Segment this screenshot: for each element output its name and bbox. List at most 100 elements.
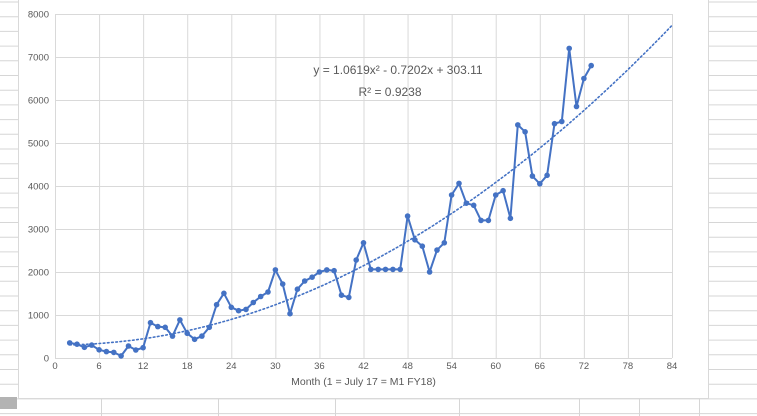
data-point-marker bbox=[338, 292, 345, 299]
data-point-marker bbox=[316, 269, 323, 275]
data-point-marker bbox=[426, 269, 433, 275]
data-point-marker bbox=[235, 307, 242, 314]
data-point-marker bbox=[529, 173, 536, 179]
data-point-marker bbox=[162, 324, 168, 331]
data-point-marker bbox=[500, 187, 506, 194]
trendline-equation-text: y = 1.0619x² - 0.7202x + 303.11 bbox=[313, 63, 483, 77]
data-point-marker bbox=[265, 289, 271, 295]
bottom-left-gray-band bbox=[0, 397, 17, 409]
data-point-marker bbox=[404, 213, 411, 219]
x-axis-tick-label: 78 bbox=[623, 361, 634, 372]
data-point-marker bbox=[155, 323, 161, 330]
x-axis-tick-label: 84 bbox=[667, 361, 678, 372]
data-point-marker bbox=[147, 319, 154, 326]
data-point-marker bbox=[581, 75, 587, 82]
data-point-marker bbox=[294, 286, 301, 293]
data-point-marker bbox=[177, 317, 183, 323]
data-point-marker bbox=[111, 349, 117, 356]
data-point-marker bbox=[515, 122, 521, 128]
x-axis-tick-label: 66 bbox=[534, 361, 545, 372]
y-axis-tick-label: 7000 bbox=[28, 53, 49, 64]
x-axis-tick-label: 60 bbox=[490, 361, 501, 372]
data-point-marker bbox=[287, 310, 293, 317]
data-point-marker bbox=[125, 343, 132, 349]
data-point-marker bbox=[257, 293, 264, 300]
data-point-marker bbox=[382, 266, 389, 273]
data-point-marker bbox=[118, 353, 124, 359]
x-axis-tick-label: 48 bbox=[402, 361, 413, 372]
data-point-marker bbox=[96, 347, 102, 353]
data-point-marker bbox=[588, 62, 594, 69]
y-axis-tick-label: 3000 bbox=[28, 225, 49, 236]
data-point-marker bbox=[353, 257, 360, 263]
data-point-marker bbox=[272, 267, 279, 273]
y-axis-tick-label: 1000 bbox=[28, 311, 49, 322]
data-point-marker bbox=[88, 342, 95, 348]
data-point-marker bbox=[485, 217, 492, 224]
data-point-marker bbox=[360, 240, 367, 246]
x-axis-title: Month (1 = July 17 = M1 FY18) bbox=[291, 376, 436, 388]
data-point-marker bbox=[441, 240, 448, 246]
data-point-marker bbox=[346, 294, 352, 301]
x-axis-tick-label: 18 bbox=[182, 361, 193, 372]
data-point-marker bbox=[66, 340, 73, 346]
data-point-marker bbox=[522, 129, 528, 135]
data-point-marker bbox=[309, 274, 315, 281]
data-point-marker bbox=[199, 333, 205, 339]
y-axis-tick-label: 8000 bbox=[28, 10, 49, 21]
data-point-marker bbox=[206, 324, 213, 331]
data-point-marker bbox=[478, 217, 484, 224]
x-axis-tick-label: 36 bbox=[314, 361, 325, 372]
x-axis-tick-label: 42 bbox=[358, 361, 369, 372]
data-point-marker bbox=[133, 347, 139, 353]
x-axis-tick-label: 12 bbox=[138, 361, 149, 372]
data-point-marker bbox=[169, 333, 176, 339]
x-axis-tick-label: 54 bbox=[446, 361, 457, 372]
data-point-marker bbox=[456, 180, 462, 187]
data-point-marker bbox=[74, 341, 80, 348]
data-point-marker bbox=[213, 301, 220, 308]
data-point-marker bbox=[331, 267, 337, 274]
trendline-equation-label: y = 1.0619x² - 0.7202x + 303.11 bbox=[0, 63, 757, 77]
data-point-marker bbox=[412, 237, 418, 243]
data-point-marker bbox=[551, 120, 558, 127]
data-point-marker bbox=[221, 290, 227, 297]
data-point-marker bbox=[191, 336, 198, 343]
data-point-marker bbox=[103, 348, 110, 355]
data-point-marker bbox=[507, 215, 514, 222]
data-point-marker bbox=[544, 172, 550, 179]
data-point-marker bbox=[463, 200, 470, 206]
data-point-marker bbox=[375, 266, 382, 273]
data-point-marker bbox=[250, 299, 257, 306]
data-point-marker bbox=[140, 344, 146, 351]
trendline-r2-label: R² = 0.9238 bbox=[358, 85, 422, 99]
data-point-marker bbox=[390, 266, 396, 273]
data-point-marker bbox=[184, 330, 190, 337]
data-point-marker bbox=[81, 344, 88, 351]
y-axis-tick-label: 5000 bbox=[28, 139, 49, 150]
data-point-marker bbox=[368, 266, 374, 273]
data-point-marker bbox=[301, 278, 308, 284]
x-axis-tick-label: 72 bbox=[579, 361, 590, 372]
data-point-marker bbox=[448, 192, 455, 198]
data-point-marker bbox=[279, 281, 286, 287]
y-axis-tick-label: 4000 bbox=[28, 182, 49, 193]
x-axis-tick-label: 30 bbox=[270, 361, 281, 372]
data-point-marker bbox=[228, 304, 235, 311]
y-axis-tick-label: 2000 bbox=[28, 268, 49, 279]
data-point-marker bbox=[537, 181, 543, 187]
data-point-marker bbox=[559, 118, 565, 125]
data-point-marker bbox=[397, 266, 404, 273]
data-point-marker bbox=[566, 45, 572, 52]
data-point-marker bbox=[419, 243, 426, 249]
data-point-marker bbox=[470, 202, 477, 209]
data-point-marker bbox=[492, 192, 499, 198]
x-axis-tick-label: 6 bbox=[96, 361, 101, 372]
x-axis-tick-label: 0 bbox=[52, 361, 57, 372]
data-point-marker bbox=[573, 103, 580, 110]
data-point-marker bbox=[434, 247, 440, 253]
data-point-marker bbox=[243, 306, 249, 313]
y-axis-tick-label: 6000 bbox=[28, 96, 49, 107]
